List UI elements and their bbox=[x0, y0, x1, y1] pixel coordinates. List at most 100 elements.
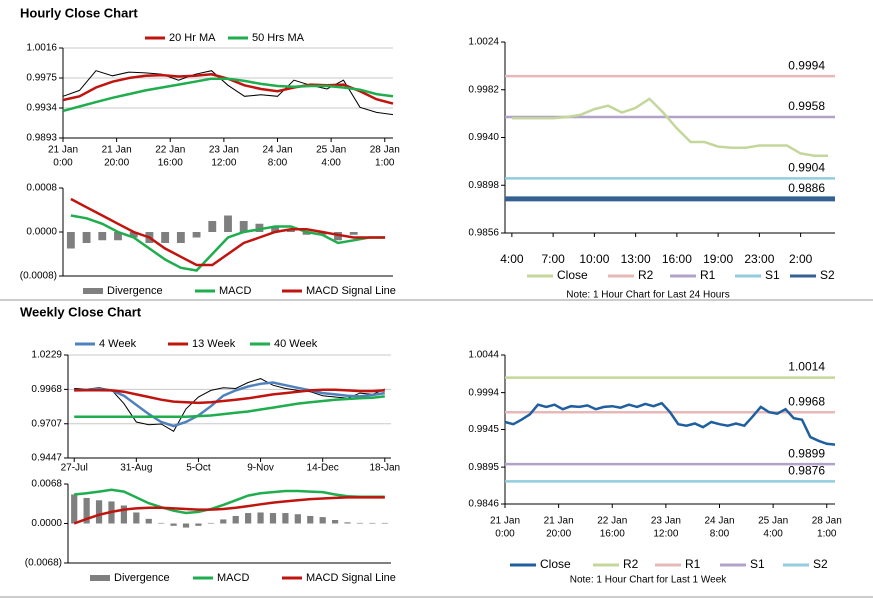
y-tick-label: 1.0044 bbox=[468, 350, 499, 361]
y-tick-label: 0.0000 bbox=[31, 518, 62, 529]
x-tick-label: 23:00 bbox=[744, 252, 774, 266]
y-tick-label: 0.9934 bbox=[26, 103, 57, 114]
legend-label: MACD bbox=[217, 572, 249, 584]
legend-swatch bbox=[90, 575, 110, 581]
legend-label: MACD Signal Line bbox=[306, 572, 396, 584]
x-tick-label: 8:00 bbox=[268, 158, 288, 169]
bar bbox=[282, 513, 289, 524]
bar bbox=[120, 505, 128, 524]
bar bbox=[176, 232, 185, 243]
y-tick-label: (0.0008) bbox=[20, 271, 57, 282]
x-tick-label: 5-Oct bbox=[186, 463, 211, 474]
bar bbox=[381, 522, 388, 524]
y-tick-label: 0.9994 bbox=[468, 387, 499, 398]
y-tick-label: 0.9940 bbox=[468, 132, 499, 143]
x-tick-label: 0:00 bbox=[495, 529, 515, 540]
x-tick-label: 25 Jan bbox=[758, 516, 788, 527]
section-title: Hourly Close Chart bbox=[20, 5, 138, 20]
y-tick-label: 0.9856 bbox=[468, 228, 499, 239]
y-tick-label: 0.9975 bbox=[26, 73, 57, 84]
x-tick-label: 21 Jan bbox=[490, 516, 520, 527]
x-tick-label: 12:00 bbox=[211, 158, 236, 169]
level-label: 0.9886 bbox=[788, 181, 825, 195]
y-tick-label: 0.9707 bbox=[31, 418, 62, 429]
bar bbox=[356, 522, 364, 524]
legend-label: R2 bbox=[623, 557, 639, 571]
y-tick-label: 0.9898 bbox=[468, 180, 499, 191]
bar bbox=[269, 513, 277, 524]
bar bbox=[114, 232, 122, 241]
legend-label: Close bbox=[540, 557, 571, 571]
bar bbox=[271, 226, 280, 232]
legend-swatch bbox=[83, 288, 103, 294]
legend-label: 13 Week bbox=[192, 338, 236, 350]
x-tick-label: 8:00 bbox=[710, 529, 730, 540]
bar bbox=[133, 512, 140, 524]
bar bbox=[192, 232, 201, 238]
x-tick-label: 24 Jan bbox=[262, 145, 292, 156]
y-tick-label: 0.9895 bbox=[468, 462, 499, 473]
x-tick-label: 14-Dec bbox=[307, 463, 339, 474]
bar bbox=[344, 522, 351, 524]
y-tick-label: 0.9447 bbox=[31, 453, 62, 464]
series-line bbox=[73, 496, 385, 525]
level-label: 0.9899 bbox=[788, 446, 825, 460]
bar bbox=[349, 232, 358, 235]
bar bbox=[95, 500, 103, 524]
bar bbox=[82, 232, 91, 243]
x-tick-label: 16:00 bbox=[158, 158, 183, 169]
bar bbox=[286, 229, 295, 232]
series-line bbox=[74, 388, 385, 405]
legend-label: R1 bbox=[700, 268, 716, 282]
bar bbox=[182, 523, 190, 528]
bar bbox=[245, 513, 252, 524]
legend-label: 40 Week bbox=[274, 338, 318, 350]
y-tick-label: 1.0016 bbox=[26, 43, 57, 54]
series-line bbox=[70, 197, 386, 267]
x-tick-label: 22 Jan bbox=[597, 516, 627, 527]
x-tick-label: 24 Jan bbox=[704, 516, 734, 527]
x-tick-label: 4:00 bbox=[321, 158, 341, 169]
x-tick-label: 7:00 bbox=[541, 252, 565, 266]
y-tick-label: 0.0068 bbox=[31, 479, 62, 490]
legend-label: S2 bbox=[813, 557, 828, 571]
legend-label: R2 bbox=[638, 268, 654, 282]
x-tick-label: 13:00 bbox=[621, 252, 651, 266]
level-label: 0.9876 bbox=[788, 464, 825, 478]
series-line bbox=[74, 488, 385, 515]
x-tick-label: 20:00 bbox=[546, 529, 571, 540]
x-tick-label: 28 Jan bbox=[370, 145, 400, 156]
bar bbox=[220, 519, 227, 524]
legend-label: R1 bbox=[685, 557, 701, 571]
series-line bbox=[504, 401, 836, 446]
series-line bbox=[62, 70, 394, 116]
bar bbox=[319, 517, 326, 524]
bar bbox=[294, 514, 301, 524]
bar bbox=[66, 232, 75, 249]
level-label: 0.9904 bbox=[788, 161, 825, 175]
x-tick-label: 31-Aug bbox=[120, 463, 152, 474]
x-tick-label: 16:00 bbox=[600, 529, 625, 540]
bar bbox=[318, 232, 327, 235]
x-tick-label: 1:00 bbox=[817, 529, 837, 540]
x-tick-label: 1:00 bbox=[375, 158, 395, 169]
x-tick-label: 22 Jan bbox=[155, 145, 185, 156]
bar bbox=[224, 215, 232, 232]
y-tick-label: 0.9893 bbox=[26, 133, 57, 144]
bar bbox=[369, 522, 376, 524]
legend-label: S1 bbox=[765, 268, 780, 282]
x-tick-label: 19:00 bbox=[703, 252, 733, 266]
legend-label: S2 bbox=[820, 268, 835, 282]
legend-label: Divergence bbox=[114, 572, 170, 584]
chart-note: Note: 1 Hour Chart for Last 24 Hours bbox=[566, 290, 729, 301]
bar bbox=[255, 223, 264, 232]
x-tick-label: 4:00 bbox=[763, 529, 783, 540]
y-tick-label: 1.0229 bbox=[31, 350, 62, 361]
bar bbox=[98, 232, 107, 241]
x-tick-label: 23 Jan bbox=[651, 516, 681, 527]
x-tick-label: 0:00 bbox=[53, 158, 73, 169]
y-tick-label: 0.0000 bbox=[26, 227, 57, 238]
bar bbox=[239, 221, 248, 232]
x-tick-label: 27-Jul bbox=[61, 463, 88, 474]
y-tick-label: (0.0068) bbox=[25, 558, 62, 569]
